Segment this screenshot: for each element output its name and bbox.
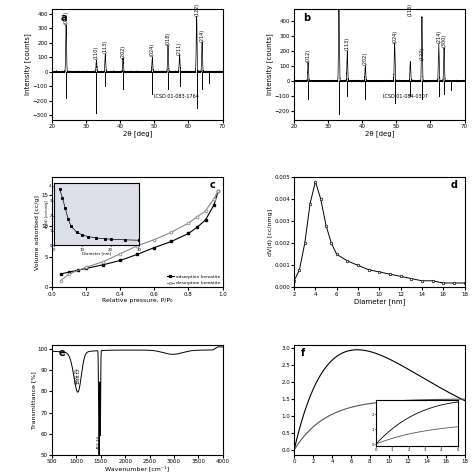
adsorption hematite — [100, 262, 106, 268]
Text: (113): (113) — [103, 40, 108, 53]
desorption hematite — [118, 251, 123, 256]
Text: (122): (122) — [194, 2, 199, 16]
adsorption hematite — [83, 265, 89, 271]
desorption hematite — [66, 271, 72, 277]
desorption hematite — [169, 229, 174, 235]
Text: ICSD 01-083-1764: ICSD 01-083-1764 — [155, 94, 199, 99]
Text: (122): (122) — [419, 47, 424, 61]
adsorption hematite — [216, 188, 221, 193]
Text: (214): (214) — [436, 29, 441, 43]
desorption hematite — [194, 214, 200, 220]
adsorption hematite — [75, 267, 81, 273]
desorption hematite — [135, 243, 140, 248]
desorption hematite — [100, 259, 106, 264]
Text: d: d — [451, 181, 458, 191]
desorption hematite — [58, 278, 64, 283]
desorption hematite — [211, 196, 217, 201]
Text: (116): (116) — [408, 3, 413, 16]
adsorption hematite — [203, 217, 209, 223]
Y-axis label: Transmittance [%]: Transmittance [%] — [31, 371, 36, 429]
X-axis label: Wavenumber [cm⁻¹]: Wavenumber [cm⁻¹] — [105, 465, 169, 471]
desorption hematite — [186, 220, 191, 226]
Y-axis label: dV(d) [cc/nmg]: dV(d) [cc/nmg] — [268, 209, 273, 256]
Text: f: f — [301, 348, 305, 358]
Text: (113): (113) — [345, 37, 350, 50]
desorption hematite — [152, 237, 157, 243]
Text: (300): (300) — [442, 34, 447, 47]
Line: desorption hematite: desorption hematite — [59, 189, 219, 282]
X-axis label: Relative pressure, P/P₀: Relative pressure, P/P₀ — [102, 298, 173, 303]
adsorption hematite — [66, 269, 72, 275]
adsorption hematite — [211, 202, 217, 208]
Y-axis label: Intensity [counts]: Intensity [counts] — [267, 34, 273, 95]
Text: 1048.12: 1048.12 — [77, 367, 81, 384]
desorption hematite — [203, 208, 209, 214]
X-axis label: 2θ [deg]: 2θ [deg] — [123, 130, 152, 137]
adsorption hematite — [169, 238, 174, 244]
Text: ICSD 01-084-0307: ICSD 01-084-0307 — [383, 94, 428, 99]
X-axis label: Diameter [nm]: Diameter [nm] — [354, 298, 405, 305]
Text: (012): (012) — [306, 49, 310, 62]
Y-axis label: Intensity [counts]: Intensity [counts] — [25, 34, 31, 95]
Text: 463.34: 463.34 — [97, 435, 101, 449]
Text: (214): (214) — [200, 28, 205, 42]
adsorption hematite — [58, 271, 64, 277]
Text: (202): (202) — [363, 52, 368, 65]
adsorption hematite — [118, 257, 123, 263]
desorption hematite — [216, 188, 221, 193]
adsorption hematite — [135, 252, 140, 257]
adsorption hematite — [194, 225, 200, 230]
Text: 1001.25: 1001.25 — [74, 367, 79, 384]
Text: (202): (202) — [120, 45, 126, 58]
Legend: adsorption hematite, desorption hematite: adsorption hematite, desorption hematite — [167, 275, 220, 285]
Text: (211): (211) — [177, 42, 182, 55]
adsorption hematite — [186, 231, 191, 237]
adsorption hematite — [152, 245, 157, 250]
Text: a: a — [61, 13, 67, 23]
Line: adsorption hematite: adsorption hematite — [59, 189, 219, 275]
Text: (024): (024) — [392, 29, 397, 43]
Text: (024): (024) — [150, 43, 155, 56]
Text: c: c — [210, 181, 216, 191]
desorption hematite — [83, 264, 89, 270]
Text: (018): (018) — [165, 31, 171, 45]
Y-axis label: Volume adsorbed [cc/g]: Volume adsorbed [cc/g] — [35, 195, 40, 270]
Text: b: b — [302, 13, 310, 23]
Text: (012): (012) — [64, 11, 69, 24]
Text: e: e — [59, 348, 65, 358]
Text: (110): (110) — [94, 46, 99, 59]
X-axis label: 2θ [deg]: 2θ [deg] — [365, 130, 394, 137]
